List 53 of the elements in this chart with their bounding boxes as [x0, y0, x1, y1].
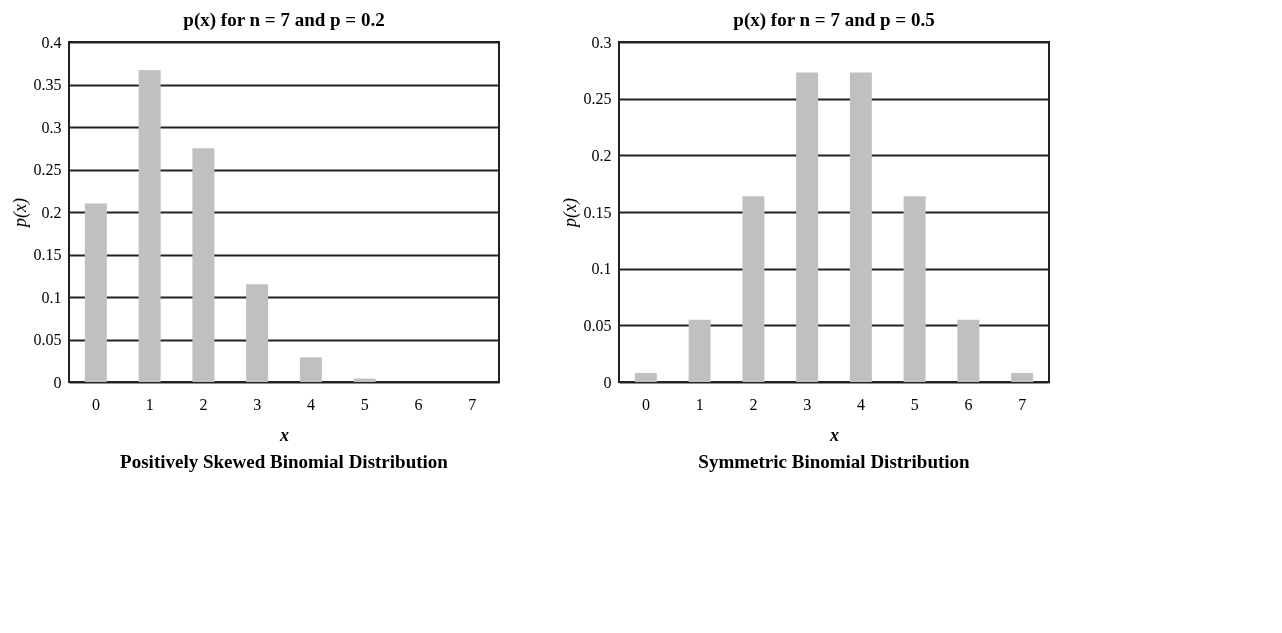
- x-tick-label: 4: [306, 395, 315, 413]
- bar: [84, 203, 107, 382]
- x-tick-label: 1: [695, 395, 704, 413]
- y-axis-title: p(x): [9, 198, 31, 229]
- bar: [796, 72, 819, 382]
- chart-title: p(x) for n = 7 and p = 0.2: [183, 9, 385, 31]
- bar: [192, 148, 215, 382]
- x-axis-title: x: [829, 424, 839, 445]
- bar: [1011, 372, 1034, 382]
- x-tick-label: 7: [468, 395, 477, 413]
- y-tick-label: 0.4: [41, 33, 62, 51]
- y-tick-label: 0.2: [41, 203, 62, 221]
- bar: [957, 319, 980, 382]
- x-tick-label: 3: [803, 395, 812, 413]
- bar: [299, 357, 322, 382]
- x-tick-label: 2: [749, 395, 758, 413]
- y-tick-label: 0: [53, 373, 62, 391]
- bar: [246, 284, 269, 382]
- y-tick-label: 0.25: [33, 161, 62, 178]
- bar: [634, 372, 657, 382]
- y-tick-label: 0.05: [33, 331, 62, 348]
- text: Symmetric Binomial Distribution: [698, 451, 971, 472]
- y-tick-label: 0.3: [41, 118, 62, 136]
- chart-title: p(x) for n = 7 and p = 0.5: [733, 9, 935, 31]
- y-axis-title: p(x): [559, 198, 581, 229]
- x-tick-label: 0: [91, 395, 100, 413]
- y-tick-label: 0.15: [33, 246, 62, 263]
- x-tick-label: 4: [856, 395, 865, 413]
- y-tick-label: 0.35: [33, 76, 62, 93]
- bar: [688, 319, 711, 382]
- y-tick-label: 0.05: [583, 316, 612, 334]
- text: Positively Skewed Binomial Distribution: [120, 451, 449, 472]
- x-tick-label: 2: [199, 395, 208, 413]
- x-tick-label: 5: [910, 395, 919, 413]
- bar: [138, 70, 161, 382]
- x-tick-label: 0: [641, 395, 650, 413]
- y-tick-label: 0.1: [591, 260, 612, 278]
- bar: [849, 72, 872, 382]
- y-tick-label: 0.3: [591, 33, 612, 51]
- x-tick-label: 5: [360, 395, 369, 413]
- y-tick-label: 0: [603, 373, 612, 391]
- bar: [903, 196, 926, 382]
- y-tick-label: 0.25: [583, 90, 612, 108]
- x-tick-label: 6: [964, 395, 973, 413]
- x-tick-label: 1: [145, 395, 154, 413]
- x-tick-label: 3: [253, 395, 262, 413]
- y-tick-label: 0.15: [583, 203, 612, 221]
- bar: [742, 196, 765, 382]
- x-tick-label: 7: [1018, 395, 1027, 413]
- x-tick-label: 6: [414, 395, 423, 413]
- x-axis-title: x: [279, 424, 289, 445]
- y-tick-label: 0.1: [41, 288, 62, 306]
- y-tick-label: 0.2: [591, 146, 612, 164]
